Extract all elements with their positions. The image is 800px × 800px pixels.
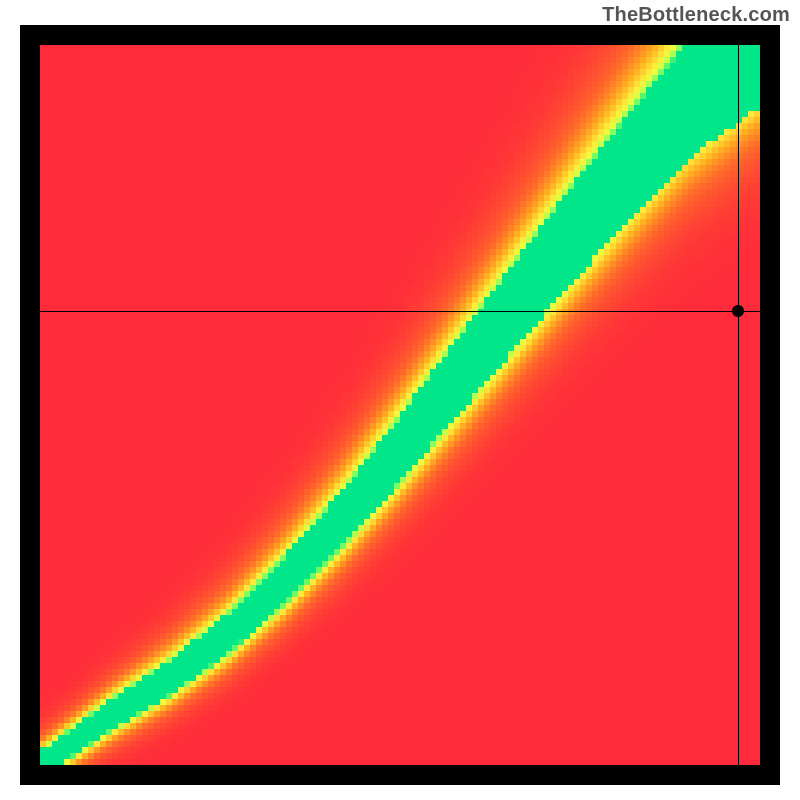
chart-wrap: TheBottleneck.com bbox=[0, 0, 800, 800]
marker-dot bbox=[732, 305, 744, 317]
watermark-text: TheBottleneck.com bbox=[602, 4, 790, 27]
chart-frame bbox=[20, 25, 780, 785]
marker-horizontal-line bbox=[40, 311, 760, 312]
marker-vertical-line bbox=[738, 45, 739, 765]
heatmap-canvas bbox=[40, 45, 760, 765]
